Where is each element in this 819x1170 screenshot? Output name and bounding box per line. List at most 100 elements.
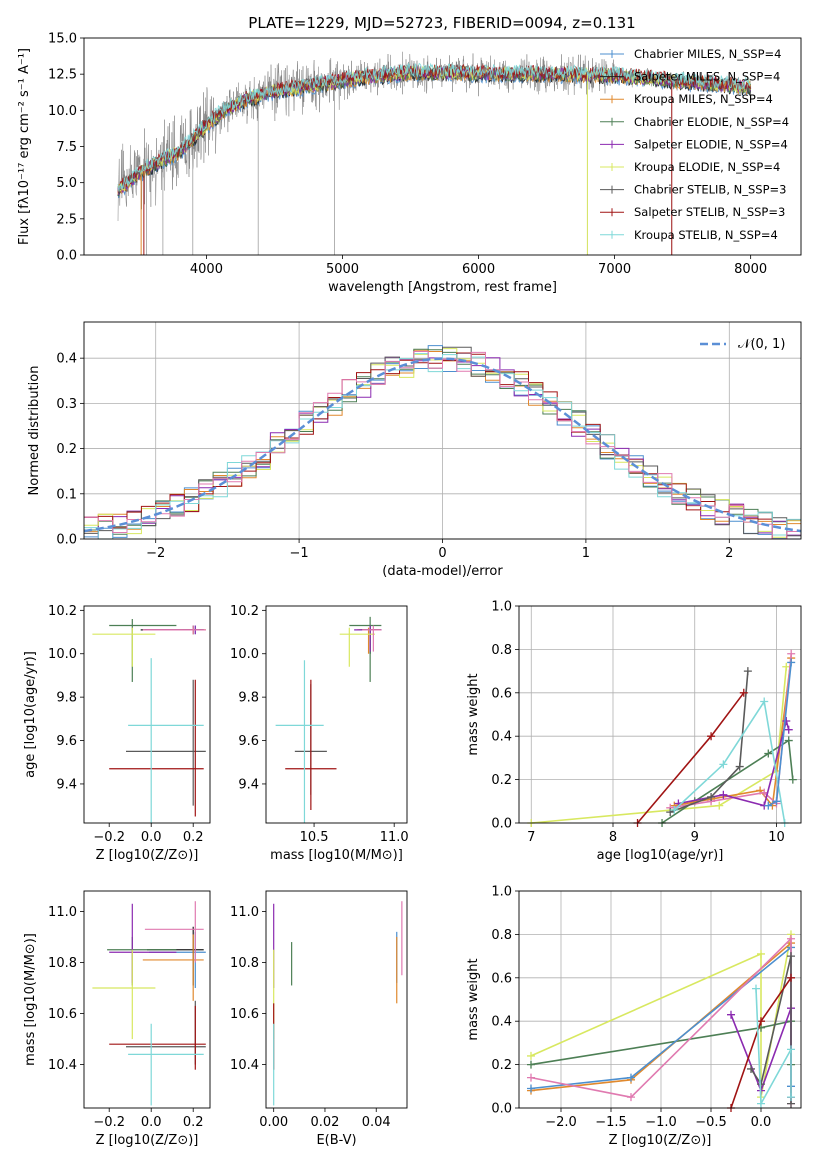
x-tick-label: 8: [609, 830, 617, 845]
data-point: [787, 973, 795, 982]
data-point: [784, 736, 793, 745]
x-tick-label: 4000: [190, 262, 223, 277]
data-point: [787, 649, 796, 658]
x-axis-label: mass [log10(M/M⊙)]: [270, 848, 403, 863]
y-tick-label: 10.2: [230, 604, 259, 619]
data-point: [757, 1099, 765, 1108]
x-tick-label: −1: [290, 546, 309, 561]
y-tick-label: 9.4: [56, 777, 77, 792]
gaussian-curve: [83, 357, 802, 533]
x-tick-label: −0.2: [93, 830, 125, 845]
y-tick-label: 10.4: [48, 1058, 77, 1073]
data-point: [707, 792, 716, 801]
y-tick-label: 9.6: [238, 734, 259, 749]
y-tick-label: 12.5: [48, 68, 77, 83]
data-point: [627, 1073, 635, 1082]
x-axis-label: Z [log10(Z/Z⊙)]: [609, 1133, 712, 1148]
y-tick-label: 0.2: [56, 442, 77, 457]
y-tick-label: 10.0: [48, 647, 77, 662]
y-tick-label: 0.0: [491, 1102, 512, 1117]
data-point: [527, 1073, 535, 1082]
legend-item: Salpeter STELIB, N_SSP=3: [634, 205, 785, 219]
y-tick-label: 0.8: [491, 643, 512, 658]
y-tick-label: 9.8: [238, 691, 259, 706]
x-tick-label: 0.00: [259, 1115, 288, 1130]
y-tick-label: 10.6: [230, 1007, 259, 1022]
x-axis-label: Z [log10(Z/Z⊙)]: [96, 1133, 199, 1148]
y-tick-label: 0.1: [56, 487, 77, 502]
legend-item: Kroupa MILES, N_SSP=4: [634, 92, 773, 106]
x-axis-label: (data-model)/error: [382, 564, 503, 579]
data-point: [757, 949, 765, 958]
data-point: [670, 805, 679, 814]
data-point: [747, 1064, 755, 1073]
y-axis-label: mass weight: [466, 673, 481, 755]
axes-frame-age_vs_mass: [265, 605, 408, 824]
axes-frame-residuals: [83, 321, 802, 540]
data-point: [787, 1093, 795, 1102]
data-point: [527, 1084, 535, 1093]
x-tick-label: 8000: [734, 262, 767, 277]
legend-item: Kroupa ELODIE, N_SSP=4: [634, 160, 780, 174]
y-axis-label: Flux [fλ10⁻¹⁷ erg cm⁻² s⁻¹ A⁻¹]: [17, 48, 32, 245]
y-axis-label: mass [log10(M/M⊙)]: [23, 933, 38, 1066]
y-tick-label: 0.0: [56, 533, 77, 548]
legend-item: Chabrier MILES, N_SSP=4: [634, 47, 781, 61]
data-point: [772, 797, 781, 806]
x-tick-label: 0.02: [310, 1115, 339, 1130]
data-point: [739, 688, 748, 697]
data-point: [764, 749, 773, 758]
y-tick-label: 10.8: [230, 956, 259, 971]
mass-weight-series: [669, 671, 749, 813]
y-tick-label: 10.8: [48, 956, 77, 971]
y-tick-label: 11.0: [48, 905, 77, 920]
data-point: [715, 801, 724, 810]
legend-item: Chabrier STELIB, N_SSP=3: [634, 183, 786, 197]
mass-weight-series: [674, 657, 792, 808]
y-tick-label: 0.0: [56, 249, 77, 264]
legend-item: Chabrier ELODIE, N_SSP=4: [634, 115, 789, 129]
mass-weight-series: [750, 955, 792, 1104]
x-tick-label: −2.0: [545, 1115, 577, 1130]
data-point: [787, 658, 796, 667]
x-tick-label: 0.0: [141, 830, 162, 845]
legend-item: 𝒩(0, 1): [738, 337, 785, 352]
data-point: [527, 1051, 535, 1060]
x-tick-label: 0.0: [141, 1115, 162, 1130]
y-tick-label: 0.0: [491, 817, 512, 832]
x-tick-label: 0.2: [183, 830, 204, 845]
x-tick-label: 10.5: [300, 830, 329, 845]
data-point: [787, 1045, 795, 1054]
x-tick-label: 10: [768, 830, 785, 845]
y-tick-label: 7.5: [56, 140, 77, 155]
x-axis-label: Z [log10(Z/Z⊙)]: [96, 848, 199, 863]
y-tick-label: 1.0: [491, 885, 512, 900]
data-point: [784, 725, 793, 734]
x-tick-label: −0.5: [695, 1115, 727, 1130]
data-point: [735, 762, 744, 771]
y-tick-label: 0.8: [491, 928, 512, 943]
model-spectrum-salpeter-miles: [117, 67, 752, 197]
mass-weight-series: [670, 653, 792, 809]
y-axis-label: mass weight: [466, 958, 481, 1040]
y-tick-label: 11.0: [230, 905, 259, 920]
residual-histogram-pink: [84, 351, 801, 540]
x-tick-label: −2: [146, 546, 165, 561]
y-tick-label: 0.3: [56, 397, 77, 412]
y-tick-label: 2.5: [56, 212, 77, 227]
x-tick-label: 2: [725, 546, 733, 561]
x-axis-label: wavelength [Angstrom, rest frame]: [328, 280, 557, 295]
y-tick-label: 0.2: [491, 773, 512, 788]
axes-frame-mass_weight_vs_Z: [518, 890, 802, 1109]
y-tick-label: 10.6: [48, 1007, 77, 1022]
data-point: [527, 1060, 535, 1069]
axes-frame-mass_weight_vs_age: [518, 605, 802, 824]
x-tick-label: 0.04: [362, 1115, 391, 1130]
legend-item: Salpeter ELODIE, N_SSP=4: [634, 137, 788, 151]
data-point: [764, 801, 773, 810]
data-point: [788, 775, 797, 784]
mass-weight-series: [531, 666, 788, 824]
y-tick-label: 9.6: [56, 734, 77, 749]
data-point: [743, 667, 752, 676]
model-spectrum-kroupa-stelib: [117, 62, 751, 192]
